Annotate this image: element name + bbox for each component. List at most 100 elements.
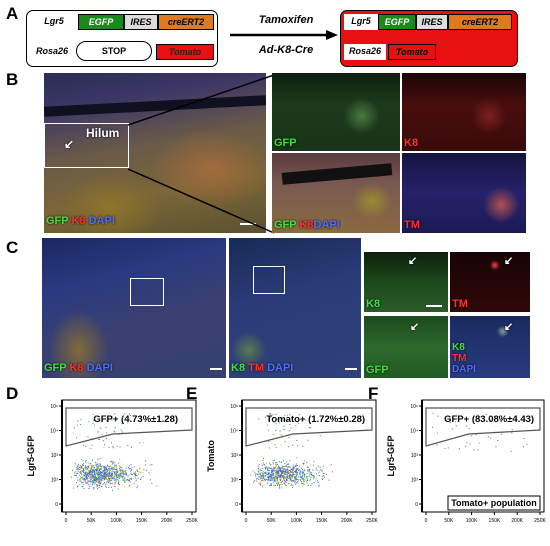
event-dot	[118, 462, 120, 464]
event-dot	[281, 467, 283, 469]
event-dot	[101, 477, 103, 479]
event-dot	[96, 477, 98, 479]
event-dot	[293, 467, 295, 469]
event-dot	[282, 460, 284, 462]
event-dot	[258, 476, 260, 478]
event-dot	[285, 482, 287, 484]
event-dot	[111, 461, 113, 463]
event-dot	[145, 460, 147, 462]
event-dot	[290, 484, 292, 486]
event-dot	[466, 425, 468, 427]
event-dot	[262, 467, 264, 469]
event-dot	[111, 419, 113, 421]
event-dot	[81, 467, 83, 469]
event-dot	[89, 473, 91, 475]
event-dot	[108, 446, 110, 448]
event-dot	[294, 470, 296, 472]
event-dot	[277, 471, 279, 473]
event-dot	[105, 470, 107, 472]
y-tick-label: 10⁵	[410, 404, 418, 410]
event-dot	[120, 476, 122, 478]
event-dot	[112, 469, 114, 471]
event-dot	[260, 478, 262, 480]
event-dot	[142, 472, 144, 474]
event-dot	[136, 475, 138, 477]
event-dot	[296, 474, 298, 476]
event-dot	[259, 469, 261, 471]
event-dot	[290, 480, 292, 482]
event-dot	[307, 478, 309, 480]
event-dot	[269, 462, 271, 464]
event-dot	[258, 473, 260, 475]
event-dot	[137, 470, 139, 472]
event-dot	[301, 478, 303, 480]
event-dot	[282, 470, 284, 472]
event-dot	[280, 469, 282, 471]
event-dot	[322, 476, 324, 478]
event-dot	[111, 474, 113, 476]
event-dot	[124, 473, 126, 475]
event-dot	[264, 468, 266, 470]
event-dot	[261, 486, 263, 488]
event-dot	[261, 475, 263, 477]
event-dot	[90, 482, 92, 484]
micrograph-c-tm: ↙ TM	[450, 252, 530, 312]
event-dot	[436, 444, 438, 446]
event-dot	[289, 475, 291, 477]
event-dot	[294, 471, 296, 473]
event-dot	[303, 470, 305, 472]
event-dot	[156, 485, 158, 487]
event-dot	[96, 467, 98, 469]
event-dot	[259, 471, 261, 473]
event-dot	[292, 444, 294, 446]
event-dot	[294, 481, 296, 483]
event-dot	[108, 468, 110, 470]
event-dot	[275, 462, 277, 464]
event-dot	[125, 473, 127, 475]
event-dot	[116, 472, 118, 474]
event-dot	[113, 467, 115, 469]
event-dot	[102, 473, 104, 475]
event-dot	[118, 476, 120, 478]
event-dot	[257, 467, 259, 469]
event-dot	[121, 472, 123, 474]
event-dot	[281, 466, 283, 468]
event-dot	[296, 478, 298, 480]
event-dot	[312, 469, 314, 471]
event-dot	[105, 472, 107, 474]
event-dot	[282, 470, 284, 472]
plot-frame	[241, 399, 377, 513]
event-dot	[99, 472, 101, 474]
event-dot	[72, 432, 74, 434]
event-dot	[73, 487, 75, 489]
event-dot	[262, 473, 264, 475]
event-dot	[273, 471, 275, 473]
event-dot	[82, 444, 84, 446]
event-dot	[76, 469, 78, 471]
event-dot	[293, 477, 295, 479]
y-tick-label: 10⁴	[410, 429, 418, 435]
event-dot	[291, 469, 293, 471]
event-dot	[290, 479, 292, 481]
event-dot	[272, 468, 274, 470]
event-dot	[98, 483, 100, 485]
event-dot	[277, 419, 279, 421]
event-dot	[283, 471, 285, 473]
event-dot	[277, 470, 279, 472]
event-dot	[295, 469, 297, 471]
event-dot	[96, 479, 98, 481]
event-dot	[95, 474, 97, 476]
event-dot	[81, 474, 83, 476]
event-dot	[87, 473, 89, 475]
event-dot	[134, 472, 136, 474]
event-dot	[81, 486, 83, 488]
event-dot	[280, 473, 282, 475]
event-dot	[134, 472, 136, 474]
event-dot	[83, 471, 85, 473]
event-dot	[274, 444, 276, 446]
event-dot	[255, 478, 257, 480]
event-dot	[90, 468, 92, 470]
event-dot	[264, 464, 266, 466]
event-dot	[111, 446, 113, 448]
event-dot	[90, 447, 92, 449]
